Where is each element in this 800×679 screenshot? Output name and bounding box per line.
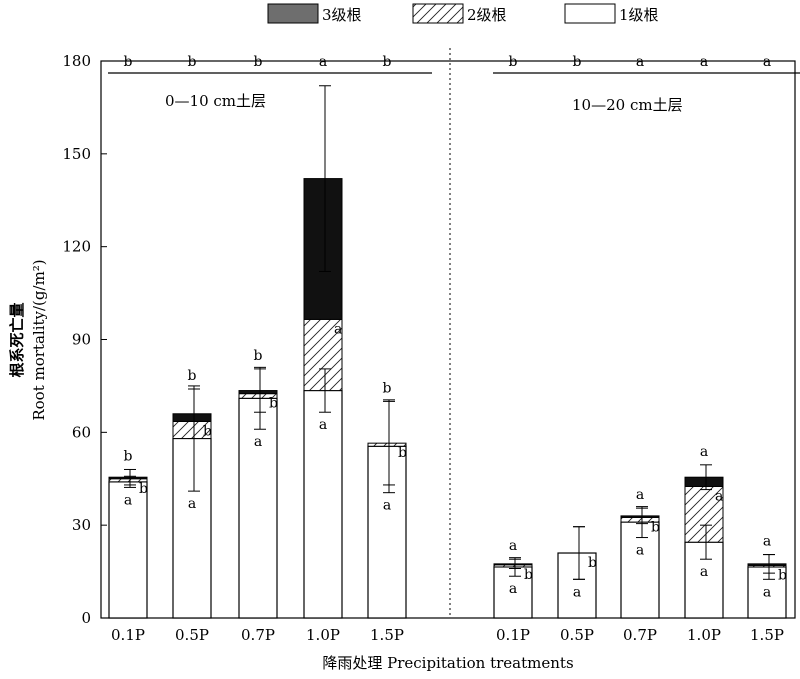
significance-letter-bottom: a — [383, 498, 391, 514]
significance-letter-side: b — [269, 396, 278, 412]
total-significance-letter: b — [383, 54, 392, 70]
significance-letter-side: b — [203, 424, 212, 440]
bar-segment-root-order-1 — [493, 566, 533, 619]
x-tick-label: 0.7P — [241, 626, 275, 644]
bar-segment-root-order-3 — [303, 178, 343, 320]
significance-letter-side: b — [139, 481, 148, 497]
bar-segment-root-order-1 — [557, 552, 597, 619]
bar-segment-root-order-1 — [367, 445, 407, 619]
significance-letter-side: b — [778, 567, 787, 583]
bar-segment-root-order-3 — [238, 390, 278, 395]
significance-letter-top: b — [383, 380, 392, 396]
y-tick-label: 90 — [72, 331, 91, 349]
total-significance-letter: b — [124, 54, 133, 70]
y-axis: 0 30 60 90 120 150 180 — [62, 52, 107, 627]
bar-segment-root-order-1 — [108, 481, 148, 619]
total-significance-letter: a — [636, 54, 644, 70]
legend-swatch-root-order-2 — [412, 3, 464, 24]
x-tick-label: 0.7P — [623, 626, 657, 644]
significance-letter-bottom: a — [573, 584, 581, 600]
bar-segment-root-order-3 — [108, 476, 148, 480]
panel-label-10-20cm: 10—20 cm土层 — [572, 96, 683, 114]
y-tick-label: 30 — [72, 516, 91, 534]
significance-letter-top: a — [763, 534, 771, 550]
total-significance-letter: b — [509, 54, 518, 70]
significance-letter-side: b — [524, 567, 533, 583]
bar-segment-root-order-3 — [493, 563, 533, 566]
total-significance-letter: b — [254, 54, 263, 70]
x-tick-label: 0.1P — [496, 626, 530, 644]
significance-letter-top: a — [700, 444, 708, 460]
significance-letter-side: b — [398, 445, 407, 461]
significance-letter-bottom: a — [124, 492, 132, 508]
x-tick-label: 1.5P — [750, 626, 784, 644]
y-axis-title: Root mortality/(g/m²) — [30, 259, 48, 420]
bar-segment-root-order-1 — [303, 389, 343, 619]
legend-swatch-root-order-1 — [564, 3, 616, 24]
bar-segment-root-order-1 — [747, 566, 787, 619]
bar-segment-root-order-2 — [367, 442, 407, 447]
significance-letter-top: a — [636, 487, 644, 503]
significance-letter-top: b — [124, 448, 133, 464]
bar-segment-root-order-3 — [747, 563, 787, 566]
total-significance-letter: a — [700, 54, 708, 70]
x-tick-label: 0.1P — [111, 626, 145, 644]
x-tick-label: 1.5P — [370, 626, 404, 644]
x-tick-label: 0.5P — [560, 626, 594, 644]
significance-letter-bottom: a — [319, 417, 327, 433]
x-axis-title: 降雨处理 Precipitation treatments — [322, 654, 573, 672]
total-significance-letter: b — [573, 54, 582, 70]
y-tick-label: 120 — [62, 238, 91, 256]
bar-segment-root-order-3 — [684, 476, 724, 487]
panel-label-0-10cm: 0—10 cm土层 — [165, 92, 266, 110]
significance-letter-bottom: a — [509, 581, 517, 597]
significance-letter-top: b — [254, 348, 263, 364]
significance-letter-bottom: a — [700, 564, 708, 580]
y-tick-label: 180 — [62, 52, 91, 70]
y-tick-label: 150 — [62, 145, 91, 163]
y-axis-title-cn: 根系死亡量 — [8, 302, 26, 377]
legend-label-root-order-3: 3级根 — [322, 6, 362, 24]
bar-series — [108, 85, 787, 619]
significance-letter-side: a — [715, 488, 723, 504]
significance-letter-side: b — [588, 555, 597, 571]
x-tick-label: 1.0P — [687, 626, 721, 644]
x-tick-label: 0.5P — [175, 626, 209, 644]
x-axis: 0.1P 0.5P 0.7P 1.0P 1.5P 0.1P 0.5P 0.7P 1.0P 1.5P — [111, 612, 784, 644]
bar-segment-root-order-1 — [172, 437, 212, 619]
total-significance-letter: b — [188, 54, 197, 70]
legend-label-root-order-1: 1级根 — [619, 6, 659, 24]
bar-segment-root-order-2 — [684, 485, 724, 543]
bar-segment-root-order-1 — [238, 397, 278, 619]
significance-letter-bottom: a — [254, 434, 262, 450]
total-significance-letter: a — [763, 54, 771, 70]
y-tick-label: 0 — [81, 609, 91, 627]
significance-letter-top: b — [188, 368, 197, 384]
total-significance-letter: a — [319, 54, 327, 70]
y-tick-label: 60 — [72, 423, 91, 441]
significance-letter-side: b — [651, 519, 660, 535]
significance-letter-bottom: a — [763, 584, 771, 600]
significance-letter-bottom: a — [636, 543, 644, 559]
x-tick-label: 1.0P — [306, 626, 340, 644]
legend: 3级根 2级根 1级根 — [267, 3, 659, 24]
legend-label-root-order-2: 2级根 — [467, 6, 507, 24]
legend-swatch-root-order-3 — [267, 3, 319, 24]
bar-segment-root-order-1 — [620, 521, 660, 619]
significance-letter-bottom: a — [188, 496, 196, 512]
significance-letter-top: a — [509, 538, 517, 554]
bar-segment-root-order-1 — [684, 541, 724, 619]
bar-segment-root-order-3 — [172, 413, 212, 423]
significance-letter-side: a — [334, 321, 342, 337]
bar-segment-root-order-3 — [620, 515, 660, 518]
